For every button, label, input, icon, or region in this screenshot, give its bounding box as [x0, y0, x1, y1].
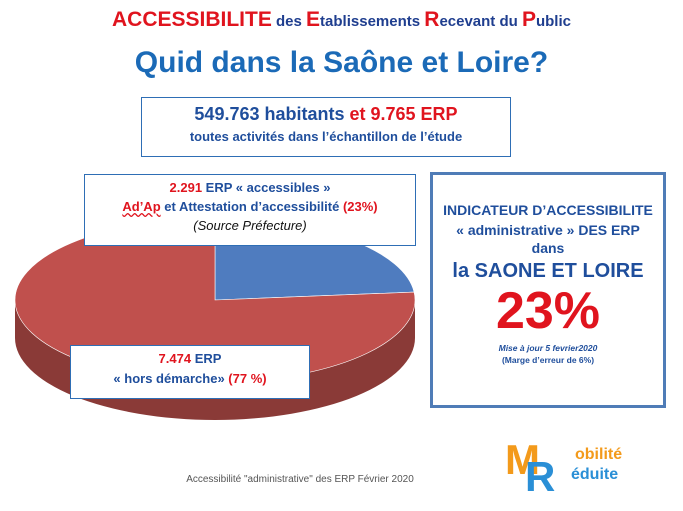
indicator-dans: dans [531, 240, 565, 256]
title-letter-r: R [424, 8, 440, 31]
accessible-percent: (23%) [342, 199, 378, 214]
indicator-margin: (Marge d’erreur de 6%) [501, 355, 595, 365]
indicator-region: la SAONE ET LOIRE [452, 260, 644, 282]
title-word-recevant: ecevant du [439, 13, 522, 30]
accessible-label-box: 2.291 ERP « accessibles » Ad’Ap et Attes… [84, 174, 416, 246]
hors-line-1: 7.474 ERP [71, 351, 309, 366]
accessible-count: 2.291 [169, 180, 203, 195]
page-subtitle: Quid dans la Saône et Loire? [134, 46, 549, 79]
title-word-public: ublic [535, 13, 571, 30]
hors-demarche-label-box: 7.474 ERP « hors démarche» (77 %) [70, 345, 310, 399]
stats-line-1: 549.763 habitants et 9.765 ERP [142, 104, 510, 125]
logo-text-obilite: obilité [575, 446, 623, 463]
mobilite-reduite-logo: M R obilité éduite [505, 436, 655, 500]
title-letter-e: E [306, 8, 321, 31]
stats-line-2: toutes activités dans l’échantillon de l… [189, 129, 463, 144]
indicator-update: Mise à jour 5 fevrier2020 [498, 343, 598, 353]
page-title: ACCESSIBILITE des Etablissements Recevan… [0, 8, 683, 32]
stats-habitants: 549.763 habitants [194, 104, 350, 124]
hors-erp: ERP [191, 351, 222, 366]
hors-line-2: « hors démarche» (77 %) [71, 371, 309, 386]
hors-percent: (77 %) [228, 371, 267, 386]
title-word-accessibilite: ACCESSIBILITE [111, 8, 272, 31]
hors-count: 7.474 [158, 351, 192, 366]
indicator-subtitle: « administrative » DES ERP [456, 222, 640, 238]
stats-box: 549.763 habitants et 9.765 ERP toutes ac… [141, 97, 511, 157]
title-word-etablissements: tablissements [320, 13, 425, 30]
logo-letter-r: R [525, 453, 556, 500]
attestation-label: et Attestation d’accessibilité [160, 199, 343, 214]
chart-caption: Accessibilité "administrative" des ERP F… [186, 474, 414, 485]
accessible-label: ERP « accessibles » [202, 180, 331, 195]
adap-label: Ad’Ap [122, 199, 161, 214]
title-letter-p: P [521, 8, 536, 31]
accessible-source: (Source Préfecture) [193, 218, 307, 233]
accessible-line-2: Ad’Ap et Attestation d’accessibilité (23… [85, 199, 415, 214]
indicator-title: INDICATEUR D’ACCESSIBILITE [443, 202, 653, 218]
logo-text-eduite: éduite [571, 466, 619, 483]
stats-erp: et 9.765 ERP [349, 104, 458, 124]
hors-label: « hors démarche» [113, 371, 229, 386]
logo-letter-m: M [505, 436, 540, 483]
title-word-des: des [271, 13, 307, 30]
accessible-line-1: 2.291 ERP « accessibles » [85, 180, 415, 195]
indicator-percent: 23% [495, 282, 601, 340]
indicator-box: INDICATEUR D’ACCESSIBILITE « administrat… [430, 172, 666, 408]
